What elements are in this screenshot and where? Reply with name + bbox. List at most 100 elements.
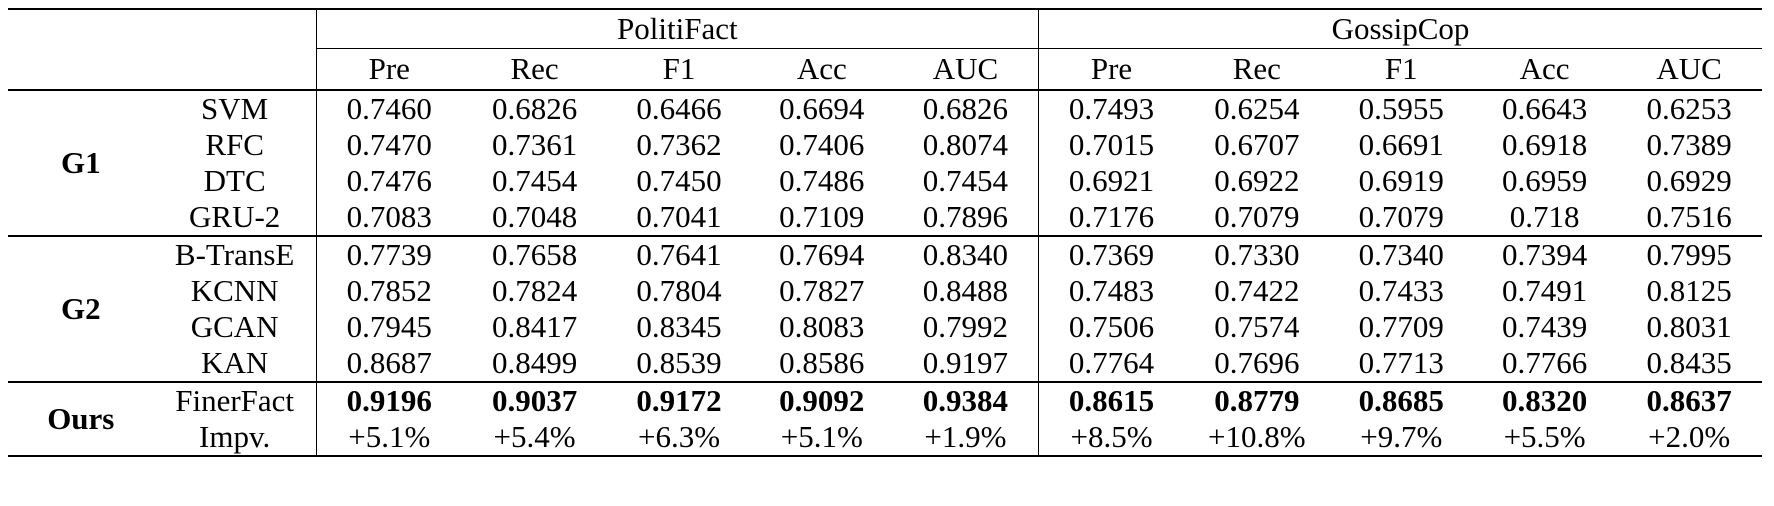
value-cell: 0.7406: [779, 127, 865, 162]
corner-empty: [154, 49, 317, 91]
value-cell: 0.7483: [1037, 273, 1185, 309]
value-cell: 0.6643: [1472, 89, 1617, 127]
table-row: KCNN 0.7852 0.7824 0.7804 0.7827 0.8488 0.7483…: [8, 273, 1762, 309]
value-cell: 0.7766: [1501, 345, 1588, 380]
value-cell: +5.4%: [461, 419, 608, 457]
value-cell: 0.7450: [636, 163, 722, 198]
method-name: Impv.: [153, 419, 317, 457]
value-cell: 0.9037: [461, 381, 608, 419]
table-row: G2 B-TransE 0.7739 0.7658 0.7641 0.7694 0.8340…: [8, 235, 1762, 382]
corner-empty: [8, 9, 154, 49]
value-cell: 0.8685: [1329, 381, 1473, 419]
metric-header: AUC: [1656, 51, 1722, 86]
value-cell: 0.8637: [1616, 381, 1762, 419]
value-cell: 0.8345: [636, 309, 722, 344]
value-cell: 0.7896: [922, 199, 1009, 234]
method-name: DTC: [203, 163, 266, 198]
value-cell: 0.8320: [1472, 381, 1617, 419]
method-name: GRU-2: [189, 199, 281, 234]
metric-header: Rec: [510, 51, 559, 86]
value-cell: 0.9197: [922, 345, 1009, 380]
value-cell: 0.7506: [1037, 309, 1185, 345]
value-cell: 0.7041: [636, 199, 722, 234]
table-row: GRU-2 0.7083 0.7048 0.7041 0.7109 0.7896 0.717…: [8, 199, 1762, 236]
value-cell: 0.7330: [1184, 235, 1330, 273]
metric-header: Rec: [1232, 51, 1281, 86]
table-row: Ours FinerFact 0.9196 0.9037 0.9172 0.9092 0.9…: [8, 381, 1762, 457]
value-cell: 0.8125: [1646, 273, 1732, 308]
value-cell: 0.9196: [315, 381, 462, 419]
method-name: KAN: [201, 345, 269, 380]
value-cell: 0.7460: [315, 89, 462, 127]
value-cell: 0.6918: [1501, 127, 1588, 162]
results-table: PolitiFact GossipCop Pre Rec F1 Acc AUC Pre Re…: [8, 8, 1762, 457]
metric-header: Pre: [1037, 48, 1185, 90]
value-cell: 0.6254: [1184, 89, 1330, 127]
value-cell: 0.7694: [750, 235, 893, 273]
table-row: KAN 0.8687 0.8499 0.8539 0.8586 0.9197 0.7764 0…: [8, 345, 1762, 382]
value-cell: 0.8083: [779, 309, 865, 344]
metric-header: AUC: [932, 51, 999, 86]
value-cell: 0.6826: [461, 89, 608, 127]
method-name: KCNN: [190, 273, 279, 308]
method-name: B-TransE: [153, 235, 317, 273]
value-cell: +5.1%: [750, 419, 893, 457]
value-cell: 0.9172: [607, 381, 751, 419]
value-cell: 0.7696: [1214, 345, 1300, 380]
group-label: Ours: [8, 381, 154, 457]
table-row: Impv. +5.1% +5.4% +6.3% +5.1% +1.9% +8.5% +10.8…: [8, 419, 1762, 457]
value-cell: 0.6826: [892, 89, 1039, 127]
value-cell: 0.8586: [779, 345, 865, 380]
value-cell: 0.7852: [315, 273, 462, 309]
value-cell: 0.7486: [779, 163, 865, 198]
value-cell: 0.8615: [1037, 381, 1185, 419]
value-cell: +6.3%: [607, 419, 751, 457]
value-cell: 0.7476: [315, 163, 462, 199]
group-label: G2: [8, 235, 154, 382]
metric-header: F1: [662, 51, 696, 86]
value-cell: +1.9%: [892, 419, 1039, 457]
value-cell: 0.8031: [1646, 309, 1732, 344]
table-row: RFC 0.7470 0.7361 0.7362 0.7406 0.8074 0.7015 0…: [8, 127, 1762, 163]
value-cell: 0.8435: [1646, 345, 1732, 380]
value-cell: 0.5955: [1329, 89, 1473, 127]
value-cell: 0.8417: [491, 309, 578, 344]
value-cell: 0.8779: [1184, 381, 1330, 419]
value-cell: 0.7433: [1358, 273, 1444, 308]
table-row: GCAN 0.7945 0.8417 0.8345 0.8083 0.7992 0.7506…: [8, 309, 1762, 345]
value-cell: 0.7454: [491, 163, 578, 198]
value-cell: 0.6694: [750, 89, 893, 127]
value-cell: 0.6929: [1646, 163, 1732, 198]
value-cell: 0.6919: [1358, 163, 1444, 198]
metric-header: Acc: [796, 51, 847, 86]
value-cell: 0.9384: [892, 381, 1039, 419]
value-cell: 0.7713: [1358, 345, 1444, 380]
value-cell: +9.7%: [1329, 419, 1473, 457]
value-cell: 0.8539: [636, 345, 722, 380]
value-cell: 0.6959: [1501, 163, 1588, 198]
value-cell: 0.7658: [461, 235, 608, 273]
group-label: G1: [8, 89, 154, 236]
value-cell: +5.5%: [1472, 419, 1617, 457]
value-cell: 0.7454: [922, 163, 1009, 198]
value-cell: 0.8340: [892, 235, 1039, 273]
value-cell: 0.6707: [1214, 127, 1300, 162]
value-cell: 0.6921: [1037, 163, 1185, 199]
corner-empty: [8, 49, 154, 91]
table-row: DTC 0.7476 0.7454 0.7450 0.7486 0.7454 0.6921 0…: [8, 163, 1762, 199]
value-cell: 0.7945: [315, 309, 462, 345]
value-cell: 0.6691: [1358, 127, 1444, 162]
method-name: GCAN: [190, 309, 279, 344]
value-cell: 0.6922: [1214, 163, 1300, 198]
value-cell: 0.7764: [1037, 345, 1185, 382]
value-cell: 0.7422: [1214, 273, 1300, 308]
value-cell: 0.7362: [636, 127, 722, 162]
dataset-header-gossipcop: GossipCop: [1037, 9, 1762, 49]
value-cell: 0.7641: [607, 235, 751, 273]
value-cell: 0.7079: [1214, 199, 1300, 234]
value-cell: 0.6466: [607, 89, 751, 127]
value-cell: 0.7369: [1037, 235, 1185, 273]
value-cell: 0.8687: [315, 345, 462, 382]
value-cell: 0.7470: [315, 127, 462, 163]
method-name: RFC: [205, 127, 264, 162]
